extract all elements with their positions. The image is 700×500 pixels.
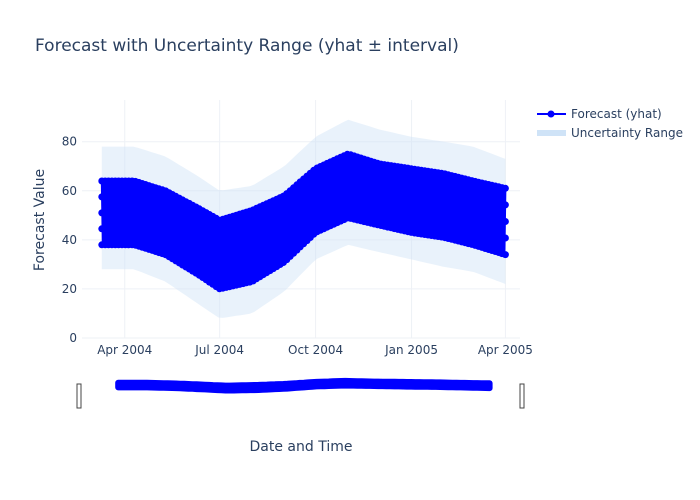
y-tick-label: 40 [62, 233, 77, 247]
y-axis-label: Forecast Value [32, 169, 48, 271]
x-tick-label: Apr 2004 [97, 343, 152, 357]
range-slider[interactable] [76, 372, 525, 422]
x-tick-label: Jul 2004 [194, 343, 244, 357]
chart-title: Forecast with Uncertainty Range (yhat ± … [35, 36, 459, 56]
x-axis: Apr 2004 Jul 2004 Oct 2004 Jan 2005 Apr 2005 [97, 343, 533, 357]
range-slider-preview [115, 377, 493, 394]
y-tick-label: 60 [62, 184, 77, 198]
forecast-marker [501, 218, 509, 225]
forecast-marker [501, 201, 509, 209]
legend-forecast-label: Forecast (yhat) [571, 107, 662, 121]
legend-uncertainty-label: Uncertainty Range [571, 126, 683, 140]
x-tick-label: Jan 2005 [384, 343, 438, 357]
legend: Forecast (yhat) Uncertainty Range [537, 107, 683, 140]
legend-item-forecast[interactable]: Forecast (yhat) [537, 107, 662, 121]
x-tick-label: Apr 2005 [478, 343, 533, 357]
forecast-marker [501, 184, 509, 192]
forecast-markers [98, 150, 509, 293]
forecast-series [98, 150, 509, 293]
legend-item-uncertainty[interactable]: Uncertainty Range [537, 126, 683, 140]
x-tick-label: Oct 2004 [288, 343, 343, 357]
range-slider-right-handle[interactable] [519, 383, 525, 409]
range-slider-left-handle[interactable] [76, 383, 82, 409]
y-axis: 0 20 40 60 80 [62, 135, 77, 345]
range-slider-preview-series [115, 377, 493, 394]
y-tick-label: 20 [62, 282, 77, 296]
y-tick-label: 0 [69, 331, 77, 345]
legend-forecast-marker [547, 110, 555, 118]
forecast-marker [501, 251, 509, 259]
x-axis-label: Date and Time [250, 439, 353, 455]
y-tick-label: 80 [62, 135, 77, 149]
range-slider-preview-group [115, 377, 493, 394]
forecast-marker [501, 234, 509, 242]
